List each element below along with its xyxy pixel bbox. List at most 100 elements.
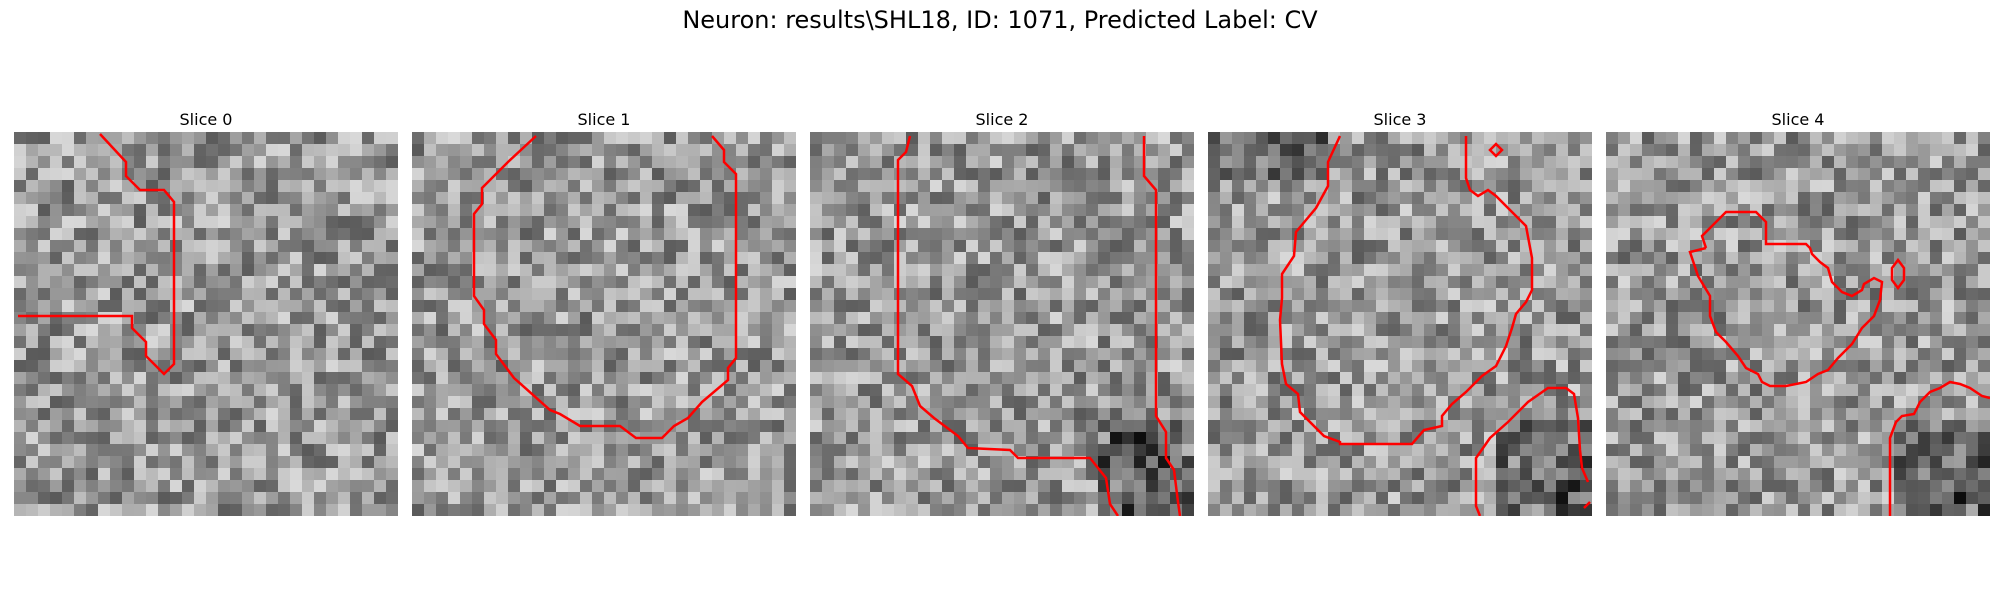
pixel xyxy=(314,360,327,373)
pixel xyxy=(484,276,497,289)
pixel xyxy=(1654,132,1667,145)
pixel xyxy=(652,408,665,421)
pixel xyxy=(858,360,871,373)
pixel xyxy=(1436,456,1449,469)
pixel xyxy=(362,288,375,301)
pixel xyxy=(784,288,796,301)
pixel xyxy=(1496,324,1509,337)
pixel xyxy=(290,372,303,385)
pixel xyxy=(424,372,437,385)
pixel xyxy=(846,204,859,217)
pixel xyxy=(628,396,641,409)
pixel xyxy=(1376,432,1389,445)
pixel xyxy=(1520,420,1533,433)
pixel xyxy=(640,168,653,181)
pixel xyxy=(532,228,545,241)
pixel xyxy=(242,480,255,493)
pixel xyxy=(652,216,665,229)
pixel xyxy=(266,156,279,169)
pixel xyxy=(1002,456,1015,469)
pixel xyxy=(1352,168,1365,181)
pixel xyxy=(592,288,605,301)
pixel xyxy=(990,204,1003,217)
pixel xyxy=(1304,468,1317,481)
pixel xyxy=(882,312,895,325)
pixel xyxy=(254,204,267,217)
pixel xyxy=(1062,360,1075,373)
pixel xyxy=(676,360,689,373)
pixel xyxy=(338,372,351,385)
pixel xyxy=(1568,504,1581,516)
pixel xyxy=(1086,348,1099,361)
pixel xyxy=(556,420,569,433)
pixel xyxy=(1918,420,1931,433)
pixel xyxy=(556,288,569,301)
pixel xyxy=(1520,264,1533,277)
pixel xyxy=(206,216,219,229)
pixel xyxy=(326,312,339,325)
pixel xyxy=(1966,312,1979,325)
pixel xyxy=(688,432,701,445)
pixel xyxy=(1062,144,1075,157)
pixel xyxy=(314,444,327,457)
pixel xyxy=(1882,312,1895,325)
pixel xyxy=(362,276,375,289)
pixel xyxy=(810,480,823,493)
pixel xyxy=(386,444,398,457)
pixel xyxy=(894,408,907,421)
pixel xyxy=(748,180,761,193)
pixel xyxy=(520,468,533,481)
pixel xyxy=(74,324,87,337)
pixel xyxy=(1520,360,1533,373)
pixel xyxy=(1556,204,1569,217)
pixel xyxy=(712,408,725,421)
pixel xyxy=(1508,396,1521,409)
pixel xyxy=(736,252,749,265)
pixel xyxy=(1786,384,1799,397)
pixel xyxy=(194,420,207,433)
pixel xyxy=(1352,204,1365,217)
pixel xyxy=(302,408,315,421)
pixel xyxy=(218,348,231,361)
pixel xyxy=(134,216,147,229)
pixel xyxy=(374,492,387,505)
pixel xyxy=(74,132,87,145)
pixel xyxy=(1460,216,1473,229)
pixel xyxy=(1074,324,1087,337)
pixel xyxy=(784,264,796,277)
pixel xyxy=(652,336,665,349)
pixel xyxy=(206,264,219,277)
pixel xyxy=(496,384,509,397)
pixel xyxy=(1906,360,1919,373)
pixel xyxy=(1520,432,1533,445)
pixel xyxy=(724,456,737,469)
pixel xyxy=(652,252,665,265)
pixel xyxy=(942,468,955,481)
pixel xyxy=(26,348,39,361)
pixel xyxy=(1232,276,1245,289)
pixel xyxy=(1050,180,1063,193)
pixel xyxy=(1978,156,1990,169)
pixel xyxy=(484,288,497,301)
pixel xyxy=(784,192,796,205)
grayscale-pixels-4 xyxy=(1606,132,1990,516)
pixel xyxy=(894,480,907,493)
pixel xyxy=(978,228,991,241)
pixel xyxy=(1280,192,1293,205)
pixel xyxy=(1364,336,1377,349)
pixel xyxy=(1762,156,1775,169)
pixel xyxy=(1496,492,1509,505)
pixel xyxy=(1014,480,1027,493)
pixel xyxy=(1738,216,1751,229)
pixel xyxy=(122,372,135,385)
pixel xyxy=(1894,288,1907,301)
pixel xyxy=(784,252,796,265)
pixel xyxy=(1412,324,1425,337)
pixel xyxy=(350,300,363,313)
pixel xyxy=(1472,468,1485,481)
pixel xyxy=(1726,144,1739,157)
pixel xyxy=(1304,264,1317,277)
pixel xyxy=(1484,480,1497,493)
pixel xyxy=(1642,168,1655,181)
pixel xyxy=(1666,156,1679,169)
